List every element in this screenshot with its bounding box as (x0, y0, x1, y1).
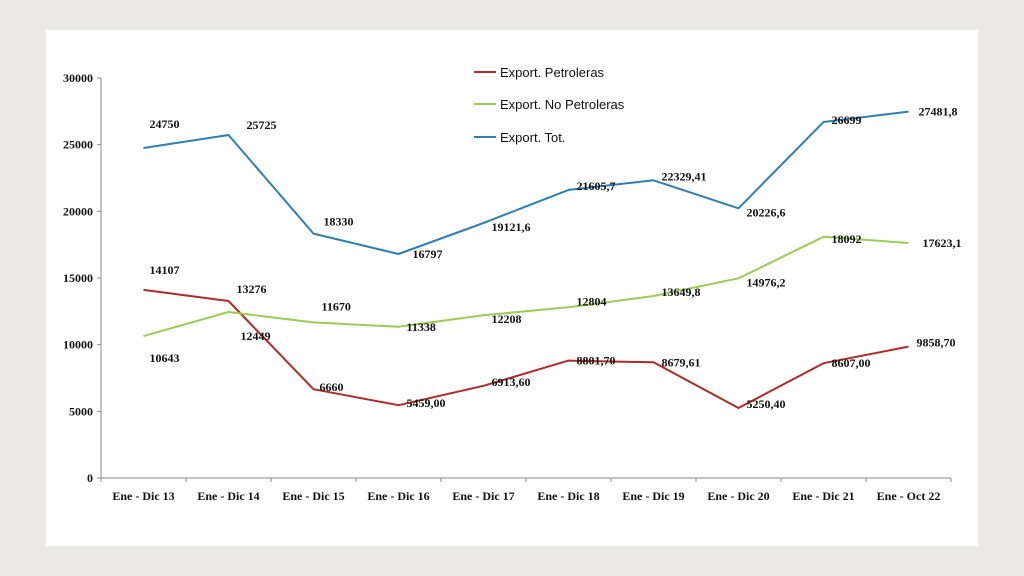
x-tick-label: Ene - Dic 21 (792, 489, 854, 503)
line-chart: 0 5000 10000 15000 20000 25000 30000 Ene - Dic … (63, 65, 962, 503)
data-label: 14107 (150, 263, 180, 277)
data-label: 20226,6 (747, 205, 786, 219)
series-line-0 (143, 288, 909, 409)
data-label: 12804 (577, 294, 607, 308)
data-label: 11338 (407, 320, 436, 334)
data-label: 26699 (832, 113, 862, 127)
data-label: 16797 (413, 247, 443, 261)
data-label: 25725 (247, 118, 277, 132)
series-line-2 (143, 110, 909, 255)
x-tick-label: Ene - Dic 17 (452, 489, 514, 503)
data-label: 13276 (237, 282, 267, 296)
data-label: 21605,7 (577, 179, 616, 193)
y-tick-label: 5000 (69, 404, 93, 418)
y-tick-label: 30000 (63, 71, 93, 85)
x-tick-label: Ene - Dic 20 (707, 489, 769, 503)
data-label: 10643 (150, 351, 180, 365)
x-tick-label: Ene - Oct 22 (877, 489, 941, 503)
data-label: 27481,8 (919, 105, 958, 119)
x-tick-label: Ene - Dic 14 (197, 489, 259, 503)
data-label: 12208 (492, 312, 522, 326)
data-label: 24750 (150, 117, 180, 131)
legend-label: Export. Petroleras (500, 65, 605, 80)
data-label: 5250,40 (747, 397, 786, 411)
data-label: 19121,6 (492, 220, 531, 234)
data-label: 12449 (241, 329, 271, 343)
y-tick-label: 10000 (63, 338, 93, 352)
y-tick-label: 0 (87, 471, 93, 485)
x-tick-label: Ene - Dic 19 (622, 489, 684, 503)
y-tick-label: 25000 (63, 138, 93, 152)
x-tick-label: Ene - Dic 18 (537, 489, 599, 503)
x-tick-label: Ene - Dic 15 (282, 489, 344, 503)
y-tick-label: 20000 (63, 204, 93, 218)
data-label: 13649,8 (662, 285, 701, 299)
y-tick-label: 15000 (63, 271, 93, 285)
data-label: 6660 (320, 380, 344, 394)
x-tick-label: Ene - Dic 16 (367, 489, 429, 503)
data-label: 6913,60 (492, 375, 531, 389)
data-label: 11670 (322, 299, 351, 313)
x-tick-label: Ene - Dic 13 (112, 489, 174, 503)
data-label: 18092 (832, 232, 862, 246)
data-label: 5459,00 (407, 396, 446, 410)
data-label: 22329,41 (662, 169, 707, 183)
series-line-1 (143, 235, 909, 338)
legend-label: Export. Tot. (500, 130, 566, 145)
data-label: 9858,70 (917, 336, 956, 350)
data-label: 8801,70 (577, 354, 616, 368)
data-label: 14976,2 (747, 275, 786, 289)
data-label: 8607,00 (832, 356, 871, 370)
data-label: 18330 (324, 215, 354, 229)
legend-label: Export. No Petroleras (500, 97, 625, 112)
chart-card: 0 5000 10000 15000 20000 25000 30000 Ene - Dic … (46, 30, 978, 546)
data-label: 8679,61 (662, 355, 701, 369)
data-label: 17623,1 (923, 236, 962, 250)
